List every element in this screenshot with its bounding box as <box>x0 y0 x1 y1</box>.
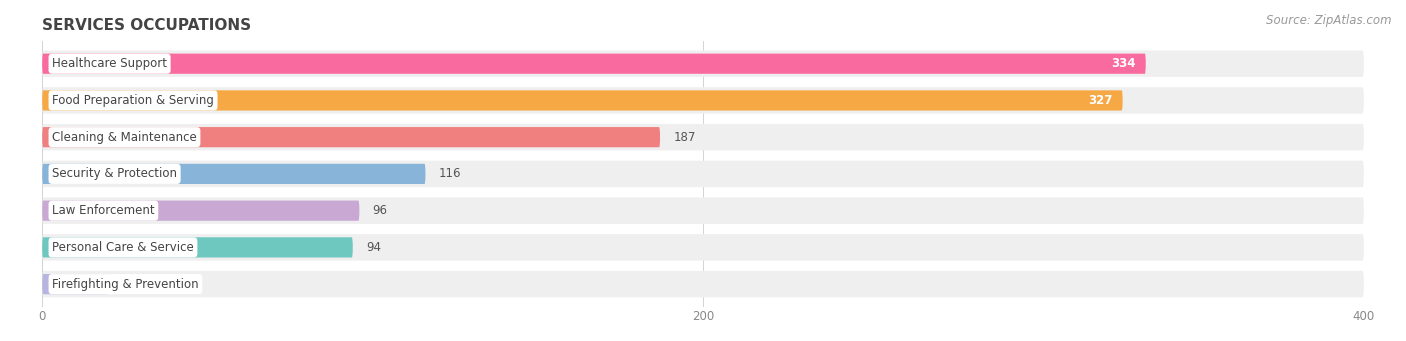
Text: Healthcare Support: Healthcare Support <box>52 57 167 70</box>
Text: 327: 327 <box>1088 94 1112 107</box>
Text: 20: 20 <box>121 278 136 291</box>
Text: Security & Protection: Security & Protection <box>52 167 177 180</box>
FancyBboxPatch shape <box>42 50 1364 77</box>
FancyBboxPatch shape <box>42 90 1122 110</box>
Text: 187: 187 <box>673 131 696 144</box>
FancyBboxPatch shape <box>42 197 1364 224</box>
Text: Personal Care & Service: Personal Care & Service <box>52 241 194 254</box>
FancyBboxPatch shape <box>42 161 1364 187</box>
Text: 116: 116 <box>439 167 461 180</box>
FancyBboxPatch shape <box>42 54 1146 74</box>
FancyBboxPatch shape <box>42 87 1364 114</box>
FancyBboxPatch shape <box>42 127 659 147</box>
FancyBboxPatch shape <box>42 274 108 294</box>
FancyBboxPatch shape <box>42 271 1364 297</box>
Text: Law Enforcement: Law Enforcement <box>52 204 155 217</box>
Text: 334: 334 <box>1111 57 1136 70</box>
FancyBboxPatch shape <box>42 124 1364 150</box>
Text: 94: 94 <box>366 241 381 254</box>
Text: 96: 96 <box>373 204 388 217</box>
Text: SERVICES OCCUPATIONS: SERVICES OCCUPATIONS <box>42 18 252 33</box>
FancyBboxPatch shape <box>42 237 353 257</box>
Text: Source: ZipAtlas.com: Source: ZipAtlas.com <box>1267 14 1392 27</box>
FancyBboxPatch shape <box>42 201 360 221</box>
Text: Cleaning & Maintenance: Cleaning & Maintenance <box>52 131 197 144</box>
FancyBboxPatch shape <box>42 164 426 184</box>
Text: Firefighting & Prevention: Firefighting & Prevention <box>52 278 198 291</box>
Text: Food Preparation & Serving: Food Preparation & Serving <box>52 94 214 107</box>
FancyBboxPatch shape <box>42 234 1364 261</box>
